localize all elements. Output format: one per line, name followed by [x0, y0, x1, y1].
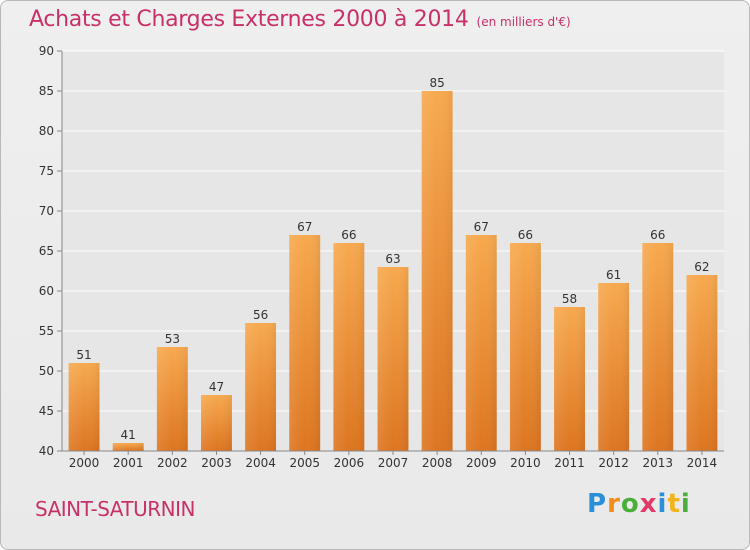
x-tick-label-2011: 2011	[554, 456, 585, 470]
data-label-2007: 63	[385, 252, 400, 266]
data-label-2008: 85	[429, 76, 444, 90]
bar-shading-2006	[333, 243, 365, 451]
x-tick-label-2005: 2005	[289, 456, 320, 470]
x-tick-label-2009: 2009	[466, 456, 497, 470]
x-tick-label-2007: 2007	[378, 456, 409, 470]
y-tick-label: 40	[39, 444, 54, 458]
title-line: Achats et Charges Externes 2000 à 2014 (e…	[29, 7, 571, 32]
x-tick-label-2006: 2006	[334, 456, 365, 470]
bar-shading-2012	[598, 283, 630, 451]
bar-shading-2003	[201, 395, 232, 451]
chart-title: Achats et Charges Externes 2000 à 2014	[29, 7, 469, 32]
data-label-2005: 67	[297, 220, 312, 234]
y-tick-label: 60	[39, 284, 54, 298]
y-tick-label: 65	[39, 244, 54, 258]
x-tick-label-2010: 2010	[510, 456, 541, 470]
x-tick-label-2000: 2000	[69, 456, 100, 470]
logo-letter: i	[680, 489, 691, 519]
bars: 51 41 53 47 56 67 66 63 85 67 66 58 61 66 62	[68, 76, 718, 451]
bar-shading-2001	[112, 443, 144, 451]
x-tick-label-2004: 2004	[245, 456, 276, 470]
x-tick-label-2001: 2001	[113, 456, 144, 470]
y-tick-label: 90	[39, 44, 54, 58]
y-tick-label: 45	[39, 404, 54, 418]
axes: 40 45 50 55 60 65 70 75 80 85 90 2000 2001 2002 2003 20…	[39, 44, 724, 470]
logo-letter: t	[667, 489, 681, 519]
y-tick-label: 80	[39, 124, 54, 138]
x-tick-label-2012: 2012	[598, 456, 629, 470]
y-tick-label: 55	[39, 324, 54, 338]
y-tick-label: 70	[39, 204, 54, 218]
bar-shading-2010	[509, 243, 541, 451]
logo-letter: P	[587, 489, 608, 519]
bar-shading-2013	[642, 243, 674, 451]
x-tick-label-2013: 2013	[643, 456, 674, 470]
y-tick-label: 75	[39, 164, 54, 178]
bar-shading-2008	[421, 91, 453, 451]
y-tick-label: 85	[39, 84, 54, 98]
data-label-2009: 67	[474, 220, 489, 234]
logo-letter: x	[639, 489, 658, 519]
data-label-2014: 62	[694, 260, 709, 274]
data-label-2011: 58	[562, 292, 577, 306]
logo-letter: r	[607, 489, 621, 519]
logo-letter: i	[657, 489, 668, 519]
bar-shading-2000	[68, 363, 100, 451]
data-label-2004: 56	[253, 308, 268, 322]
town-name: SAINT-SATURNIN	[35, 497, 195, 521]
data-label-2013: 66	[650, 228, 665, 242]
data-label-2001: 41	[121, 428, 136, 442]
bar-shading-2014	[686, 275, 718, 451]
data-label-2010: 66	[518, 228, 533, 242]
x-tick-label-2014: 2014	[687, 456, 718, 470]
bar-shading-2002	[156, 347, 188, 451]
data-label-2000: 51	[76, 348, 91, 362]
bar-shading-2005	[289, 235, 321, 451]
data-label-2002: 53	[165, 332, 180, 346]
bar-shading-2007	[377, 267, 409, 451]
proxiti-logo: Proxiti	[587, 489, 691, 519]
x-tick-label-2003: 2003	[201, 456, 232, 470]
data-label-2012: 61	[606, 268, 621, 282]
x-tick-label-2008: 2008	[422, 456, 453, 470]
bar-shading-2011	[554, 307, 585, 451]
bar-shading-2004	[245, 323, 277, 451]
chart-subtitle: (en milliers d'€)	[476, 15, 571, 29]
data-label-2006: 66	[341, 228, 356, 242]
y-tick-label: 50	[39, 364, 54, 378]
data-label-2003: 47	[209, 380, 224, 394]
x-tick-label-2002: 2002	[157, 456, 188, 470]
bar-shading-2009	[465, 235, 497, 451]
logo-letter: o	[620, 489, 640, 519]
